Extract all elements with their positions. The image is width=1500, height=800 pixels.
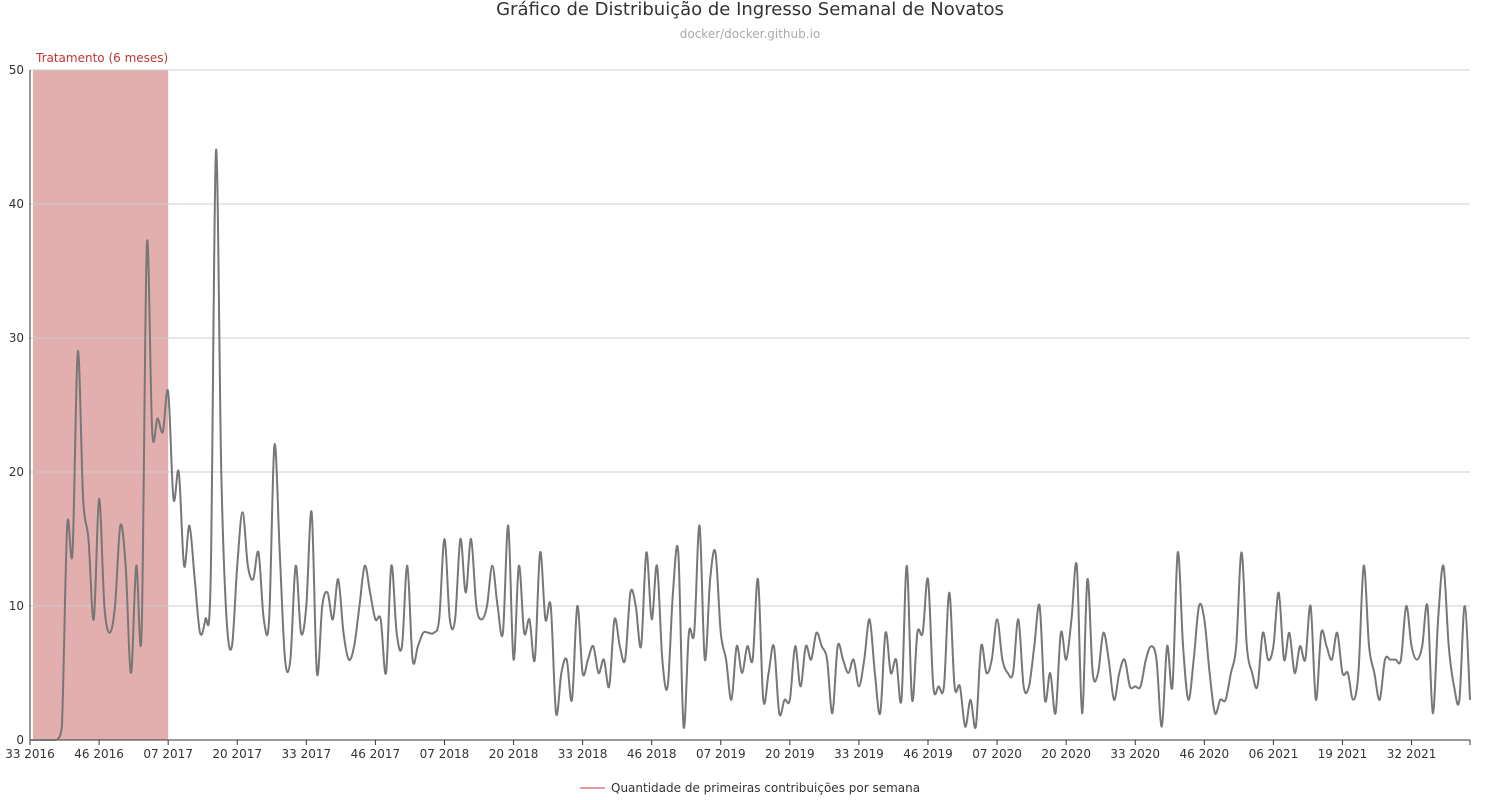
y-tick-label: 10 xyxy=(9,599,24,613)
x-tick-label: 33 2019 xyxy=(834,747,884,761)
x-tick-label: 20 2017 xyxy=(212,747,262,761)
x-tick-label: 46 2018 xyxy=(627,747,677,761)
legend-label: Quantidade de primeiras contribuições po… xyxy=(611,781,920,795)
y-tick-label: 30 xyxy=(9,331,24,345)
y-gridlines: 0 10 20 30 40 50 xyxy=(9,63,1470,747)
x-tick-label: 07 2019 xyxy=(696,747,746,761)
series-line-weekly-first-contributions xyxy=(29,148,1471,742)
x-tick-label: 07 2018 xyxy=(420,747,470,761)
y-tick-label: 50 xyxy=(9,63,24,77)
x-tick-label: 33 2020 xyxy=(1110,747,1160,761)
x-tick-label: 46 2016 xyxy=(74,747,124,761)
y-tick-label: 0 xyxy=(16,733,24,747)
y-tick-label: 20 xyxy=(9,465,24,479)
treatment-band xyxy=(33,70,169,740)
x-tick-label: 07 2020 xyxy=(972,747,1022,761)
y-tick-label: 40 xyxy=(9,197,24,211)
x-tick-label: 46 2019 xyxy=(903,747,953,761)
x-tick-label: 33 2017 xyxy=(281,747,331,761)
x-tick-label: 20 2018 xyxy=(489,747,539,761)
x-tick-label: 07 2017 xyxy=(143,747,193,761)
chart-title: Gráfico de Distribuição de Ingresso Sema… xyxy=(496,0,1004,20)
x-tick-label: 06 2021 xyxy=(1249,747,1299,761)
axes: 33 2016 46 2016 07 2017 20 2017 33 2017 46 20… xyxy=(5,70,1471,761)
x-tick-label: 46 2020 xyxy=(1180,747,1230,761)
treatment-band-layer: Tratamento (6 meses) xyxy=(33,51,168,740)
x-tick-label: 32 2021 xyxy=(1387,747,1437,761)
x-tick-label: 33 2018 xyxy=(558,747,608,761)
x-tick-label: 20 2020 xyxy=(1041,747,1091,761)
x-tick-label: 20 2019 xyxy=(765,747,815,761)
x-tick-label: 46 2017 xyxy=(351,747,401,761)
chart-subtitle: docker/docker.github.io xyxy=(680,27,821,41)
x-tick-label: 33 2016 xyxy=(5,747,55,761)
treatment-band-label: Tratamento (6 meses) xyxy=(35,51,168,65)
series-layer xyxy=(29,148,1471,742)
legend[interactable]: Quantidade de primeiras contribuições po… xyxy=(580,781,920,795)
x-tick-label: 19 2021 xyxy=(1318,747,1368,761)
